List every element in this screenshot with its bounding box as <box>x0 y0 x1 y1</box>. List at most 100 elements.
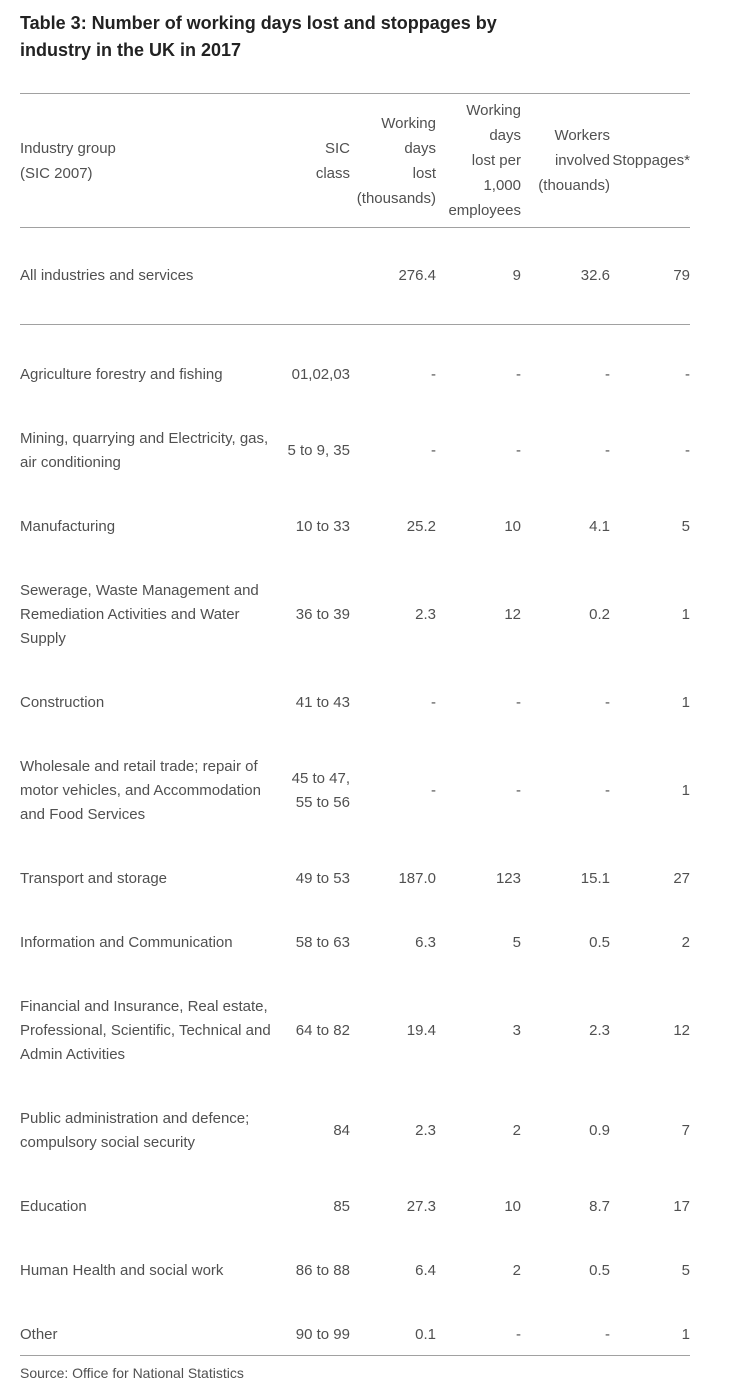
working-days-lost-cell: 187.0 <box>398 870 436 887</box>
stoppages-cell: 5 <box>681 1262 690 1279</box>
stoppages-cell: 12 <box>673 1022 690 1039</box>
days-lost-per-1000-cell: 10 <box>504 518 521 535</box>
column-header-workers-involved: Workers involved (thouands) <box>521 93 610 228</box>
stoppages-cell: 27 <box>673 870 690 887</box>
industry-cell: Construction <box>20 694 105 711</box>
working-days-lost-table: Industry group (SIC 2007) SIC class Work… <box>20 93 690 1356</box>
table-row: Mining, quarrying and Electricity, gas, … <box>20 407 690 495</box>
industry-cell: Manufacturing <box>20 518 116 535</box>
stoppages-cell: - <box>685 366 690 383</box>
header-row: Industry group (SIC 2007) SIC class Work… <box>20 93 690 228</box>
workers-involved-cell: 32.6 <box>521 227 610 325</box>
table-row: Human Health and social work 86 to 88 6.… <box>20 1239 690 1303</box>
sic-class-cell: 41 to 43 <box>295 694 350 711</box>
working-days-lost-cell: - <box>431 694 436 711</box>
industry-cell: Education <box>20 1198 87 1215</box>
days-lost-per-1000-cell: 9 <box>436 227 521 325</box>
working-days-lost-cell: 0.1 <box>350 1303 436 1356</box>
industry-cell: Mining, quarrying and Electricity, gas, … <box>20 430 269 471</box>
workers-involved-cell: 2.3 <box>589 1022 610 1039</box>
table-row: Other 90 to 99 0.1 - - 1 <box>20 1303 690 1356</box>
stoppages-cell: 7 <box>681 1122 690 1139</box>
days-lost-per-1000-cell: - <box>516 366 521 383</box>
industry-cell: Transport and storage <box>20 870 168 887</box>
sic-class-cell: 36 to 39 <box>295 606 350 623</box>
workers-involved-cell: 15.1 <box>580 870 610 887</box>
working-days-lost-cell: 25.2 <box>406 518 436 535</box>
table-row: Information and Communication 58 to 63 6… <box>20 911 690 975</box>
industry-cell: Wholesale and retail trade; repair of mo… <box>20 758 261 823</box>
sic-class-cell: 86 to 88 <box>295 1262 350 1279</box>
industry-cell: Agriculture forestry and fishing <box>20 366 223 383</box>
workers-involved-cell: - <box>605 782 610 799</box>
column-header-days-lost-per-1000-employees: Working days lost per 1,000 employees <box>436 93 521 228</box>
workers-involved-cell: 0.2 <box>589 606 610 623</box>
industry-cell: Other <box>20 1303 278 1356</box>
industry-cell: Public administration and defence; compu… <box>20 1110 250 1151</box>
table-row: Financial and Insurance, Real estate, Pr… <box>20 975 690 1087</box>
sic-class-cell: 58 to 63 <box>295 934 350 951</box>
working-days-lost-cell: 27.3 <box>406 1198 436 1215</box>
working-days-lost-cell: 19.4 <box>406 1022 436 1039</box>
sic-class-cell: 84 <box>333 1122 350 1139</box>
stoppages-cell: 1 <box>610 1303 690 1356</box>
stoppages-cell: - <box>685 442 690 459</box>
column-header-sic-class: SIC class <box>278 93 350 228</box>
source-note: Source: Office for National Statistics <box>20 1365 244 1381</box>
table-body: Agriculture forestry and fishing 01,02,0… <box>20 325 690 1356</box>
working-days-lost-cell: - <box>431 782 436 799</box>
days-lost-per-1000-cell: - <box>436 1303 521 1356</box>
days-lost-per-1000-cell: 12 <box>504 606 521 623</box>
sic-class-cell: 10 to 33 <box>295 518 350 535</box>
column-header-industry-group: Industry group (SIC 2007) <box>20 93 278 228</box>
days-lost-per-1000-cell: - <box>516 782 521 799</box>
workers-involved-cell: - <box>605 366 610 383</box>
sic-class-cell: 49 to 53 <box>295 870 350 887</box>
sic-class-cell: 85 <box>333 1198 350 1215</box>
table-row: Sewerage, Waste Management and Remediati… <box>20 559 690 671</box>
stoppages-cell: 17 <box>673 1198 690 1215</box>
sic-class-cell: 90 to 99 <box>278 1303 350 1356</box>
sic-class-cell: 5 to 9, 35 <box>287 442 350 459</box>
working-days-lost-cell: 6.3 <box>415 934 436 951</box>
table-row: Transport and storage 49 to 53 187.0 123… <box>20 847 690 911</box>
sic-class-cell: 01,02,03 <box>291 366 350 383</box>
table-row: Education 85 27.3 10 8.7 17 <box>20 1175 690 1239</box>
workers-involved-cell: 8.7 <box>589 1198 610 1215</box>
workers-involved-cell: 0.5 <box>589 934 610 951</box>
working-days-lost-cell: 276.4 <box>350 227 436 325</box>
page-title: Table 3: Number of working days lost and… <box>20 13 497 60</box>
days-lost-per-1000-cell: 3 <box>512 1022 521 1039</box>
working-days-lost-cell: 6.4 <box>415 1262 436 1279</box>
stoppages-cell: 1 <box>681 694 690 711</box>
table-row: Wholesale and retail trade; repair of mo… <box>20 735 690 847</box>
industry-cell: All industries and services <box>20 227 278 325</box>
days-lost-per-1000-cell: 2 <box>512 1122 521 1139</box>
industry-cell: Sewerage, Waste Management and Remediati… <box>20 582 259 647</box>
workers-involved-cell: - <box>521 1303 610 1356</box>
days-lost-per-1000-cell: 2 <box>512 1262 521 1279</box>
stoppages-cell: 79 <box>610 227 690 325</box>
days-lost-per-1000-cell: - <box>516 694 521 711</box>
days-lost-per-1000-cell: - <box>516 442 521 459</box>
table-row: Construction 41 to 43 - - - 1 <box>20 671 690 735</box>
stoppages-cell: 2 <box>681 934 690 951</box>
table-row: Manufacturing 10 to 33 25.2 10 4.1 5 <box>20 495 690 559</box>
table-row: Agriculture forestry and fishing 01,02,0… <box>20 325 690 408</box>
workers-involved-cell: - <box>605 442 610 459</box>
table-header: Industry group (SIC 2007) SIC class Work… <box>20 93 690 228</box>
days-lost-per-1000-cell: 10 <box>504 1198 521 1215</box>
working-days-lost-cell: - <box>431 442 436 459</box>
days-lost-per-1000-cell: 5 <box>512 934 521 951</box>
workers-involved-cell: 0.5 <box>589 1262 610 1279</box>
table-row: Public administration and defence; compu… <box>20 1087 690 1175</box>
sic-class-cell: 45 to 47, 55 to 56 <box>291 770 350 811</box>
column-header-stoppages: Stoppages* <box>610 93 690 228</box>
column-header-working-days-lost: Working days lost (thousands) <box>350 93 436 228</box>
sic-class-cell <box>278 227 350 325</box>
stoppages-cell: 1 <box>681 782 690 799</box>
workers-involved-cell: 4.1 <box>589 518 610 535</box>
days-lost-per-1000-cell: 123 <box>495 870 521 887</box>
industry-cell: Information and Communication <box>20 934 233 951</box>
